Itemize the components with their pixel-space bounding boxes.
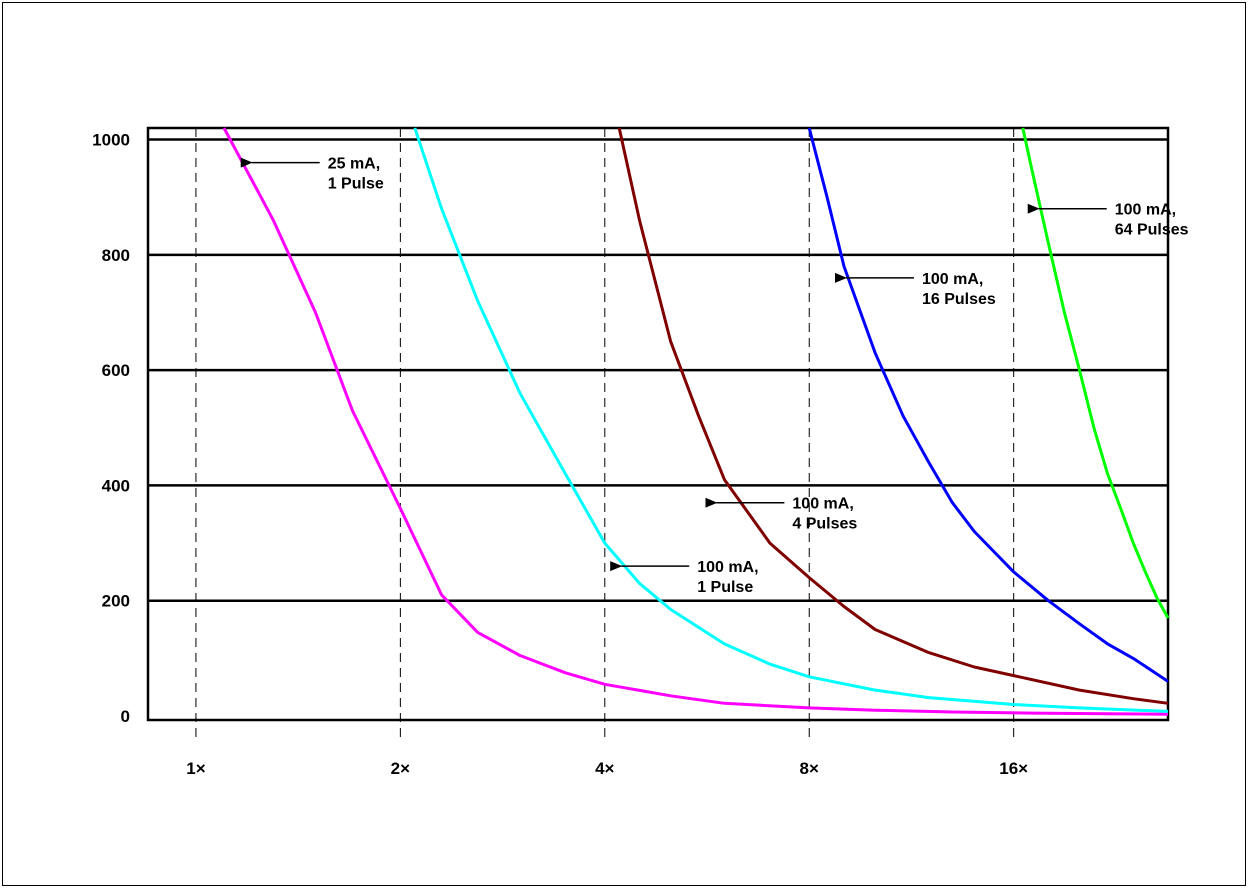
annotation-label-4: 100 mA, 1 Pulse [697, 559, 758, 596]
y-tick-label-5: 1000 [92, 131, 130, 150]
series-line-3 [807, 127, 1169, 683]
series-line-2 [617, 127, 1169, 705]
horizontal-gridlines [148, 138, 1168, 602]
annotation-line-4-1: 1 Pulse [697, 579, 753, 596]
series-line-4 [1021, 127, 1170, 619]
annotations: 25 mA, 1 Pulse 100 mA, 64 Pulses 100 mA, 16 P… [240, 156, 1189, 596]
annotation-line-0-0: 25 mA, [328, 156, 380, 173]
series-line-0 [222, 127, 1169, 716]
plot-area [146, 126, 1170, 722]
annotation-label-1: 100 mA, 64 Pulses [1115, 202, 1189, 239]
series-lines [222, 127, 1170, 716]
vertical-dashed-gridlines [195, 128, 1015, 740]
x-tick-label-2: 4× [595, 759, 614, 778]
y-tick-label-1: 200 [102, 592, 130, 611]
y-tick-label-0: 0 [121, 707, 130, 726]
x-tick-label-0: 1× [186, 759, 205, 778]
annotation-label-0: 25 mA, 1 Pulse [328, 156, 384, 193]
annotation-line-2-0: 100 mA, [922, 271, 983, 288]
annotation-label-3: 100 mA, 4 Pulses [792, 496, 857, 533]
annotation-line-3-1: 4 Pulses [792, 516, 857, 533]
annotation-line-2-1: 16 Pulses [922, 291, 996, 308]
x-tick-label-3: 8× [800, 759, 819, 778]
annotation-label-2: 100 mA, 16 Pulses [922, 271, 996, 308]
x-tick-label-1: 2× [391, 759, 410, 778]
y-tick-label-4: 800 [102, 246, 130, 265]
y-tick-labels: 0 200 400 600 800 1000 [92, 131, 130, 726]
y-tick-label-2: 400 [102, 476, 130, 495]
annotation-line-1-1: 64 Pulses [1115, 222, 1189, 239]
annotation-line-1-0: 100 mA, [1115, 202, 1176, 219]
series-line-1 [413, 127, 1169, 713]
annotation-line-0-1: 1 Pulse [328, 176, 384, 193]
y-tick-label-3: 600 [102, 361, 130, 380]
annotation-line-4-0: 100 mA, [697, 559, 758, 576]
annotation-line-3-0: 100 mA, [792, 496, 853, 513]
x-tick-labels: 1× 2× 4× 8× 16× [186, 759, 1028, 778]
x-tick-label-4: 16× [999, 759, 1028, 778]
